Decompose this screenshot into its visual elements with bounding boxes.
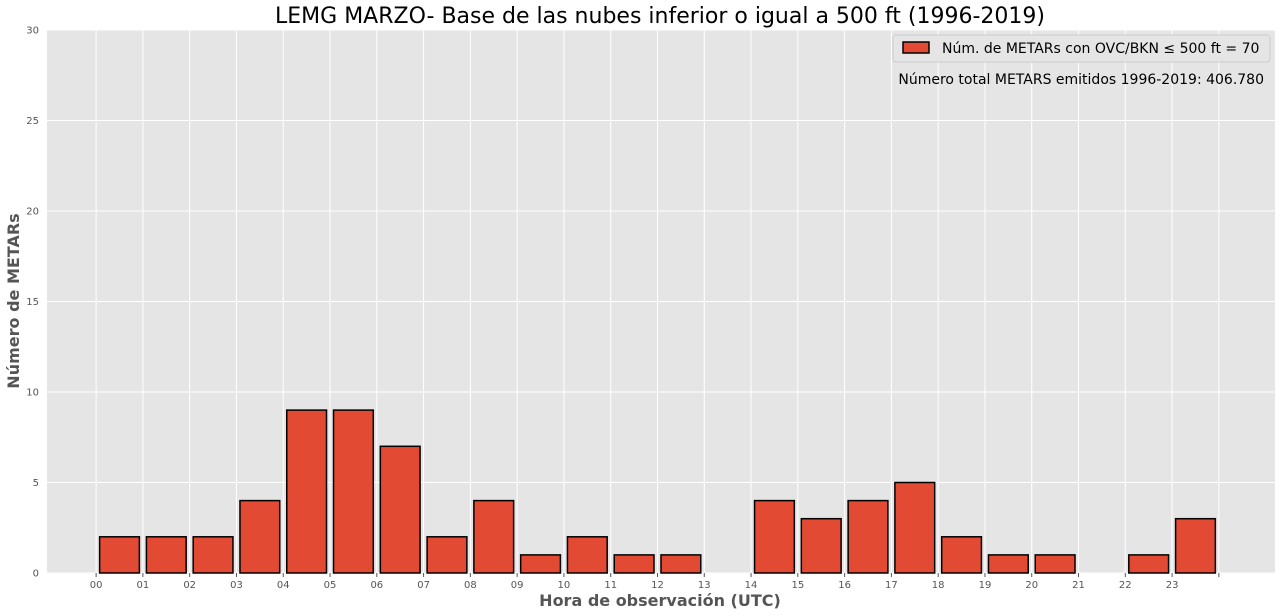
x-tick-label: 16 [838, 580, 851, 591]
y-axis-ticks: 0 5 10 15 20 25 30 [26, 26, 39, 580]
x-tick-label: 03 [230, 580, 243, 591]
x-tick-label: 12 [651, 580, 664, 591]
x-tick-label: 15 [791, 580, 804, 591]
bar [566, 536, 608, 574]
y-tick-label: 20 [26, 207, 39, 218]
x-tick-label: 14 [745, 580, 758, 591]
x-tick-label: 05 [324, 580, 337, 591]
total-metars-annotation: Número total METARS emitidos 1996-2019: … [898, 72, 1264, 88]
bar [800, 517, 842, 574]
bar [145, 536, 187, 574]
y-axis-label: Número de METARs [4, 213, 23, 388]
bar [753, 499, 796, 574]
bar [987, 554, 1029, 574]
bar [613, 554, 655, 574]
grid-lines [47, 29, 1275, 574]
x-tick-label: 17 [885, 580, 898, 591]
bar [473, 499, 515, 574]
bar [192, 536, 234, 574]
bar [1174, 517, 1217, 574]
x-tick-label: 20 [1025, 580, 1038, 591]
bar [660, 554, 702, 574]
x-tick-label: 22 [1119, 580, 1132, 591]
x-tick-label: 09 [511, 580, 524, 591]
bar [426, 536, 468, 574]
x-axis-ticks: 00 01 02 03 04 05 06 07 08 09 10 11 12 13 14 15 16 17 18 19… [90, 573, 1220, 591]
legend-swatch [902, 41, 930, 54]
x-tick-label: 10 [558, 580, 571, 591]
bar [894, 481, 936, 574]
x-tick-label: 02 [183, 580, 196, 591]
bar [519, 554, 562, 574]
x-tick-label: 04 [277, 580, 290, 591]
y-tick-label: 30 [26, 26, 39, 37]
x-axis-label: Hora de observación (UTC) [539, 591, 781, 610]
x-tick-label: 06 [370, 580, 383, 591]
x-tick-label: 11 [604, 580, 617, 591]
bar [847, 499, 889, 574]
bar [239, 499, 281, 574]
bar [1034, 554, 1076, 574]
y-tick-label: 5 [33, 478, 39, 489]
legend: Núm. de METARs con OVC/BKN ≤ 500 ft = 70 [892, 34, 1271, 63]
bar [379, 445, 421, 574]
x-tick-label: 00 [90, 580, 103, 591]
bar [1128, 554, 1170, 574]
bar [286, 409, 328, 574]
legend-label: Núm. de METARs con OVC/BKN ≤ 500 ft = 70 [942, 41, 1259, 57]
bar [98, 536, 141, 574]
bars [98, 409, 1217, 574]
x-tick-label: 01 [137, 580, 150, 591]
y-tick-label: 15 [26, 297, 39, 308]
x-tick-label: 07 [417, 580, 430, 591]
legend-box [892, 34, 1271, 63]
x-tick-label: 19 [979, 580, 992, 591]
bar [940, 536, 983, 574]
x-tick-label: 21 [1072, 580, 1085, 591]
x-tick-label: 18 [932, 580, 945, 591]
chart-title: LEMG MARZO- Base de las nubes inferior o… [275, 4, 1045, 29]
x-tick-label: 08 [464, 580, 477, 591]
y-tick-label: 0 [33, 569, 39, 580]
y-tick-label: 10 [26, 388, 39, 399]
x-tick-label: 23 [1166, 580, 1179, 591]
bar [332, 409, 375, 574]
x-tick-label: 13 [698, 580, 711, 591]
y-tick-label: 25 [26, 116, 39, 127]
